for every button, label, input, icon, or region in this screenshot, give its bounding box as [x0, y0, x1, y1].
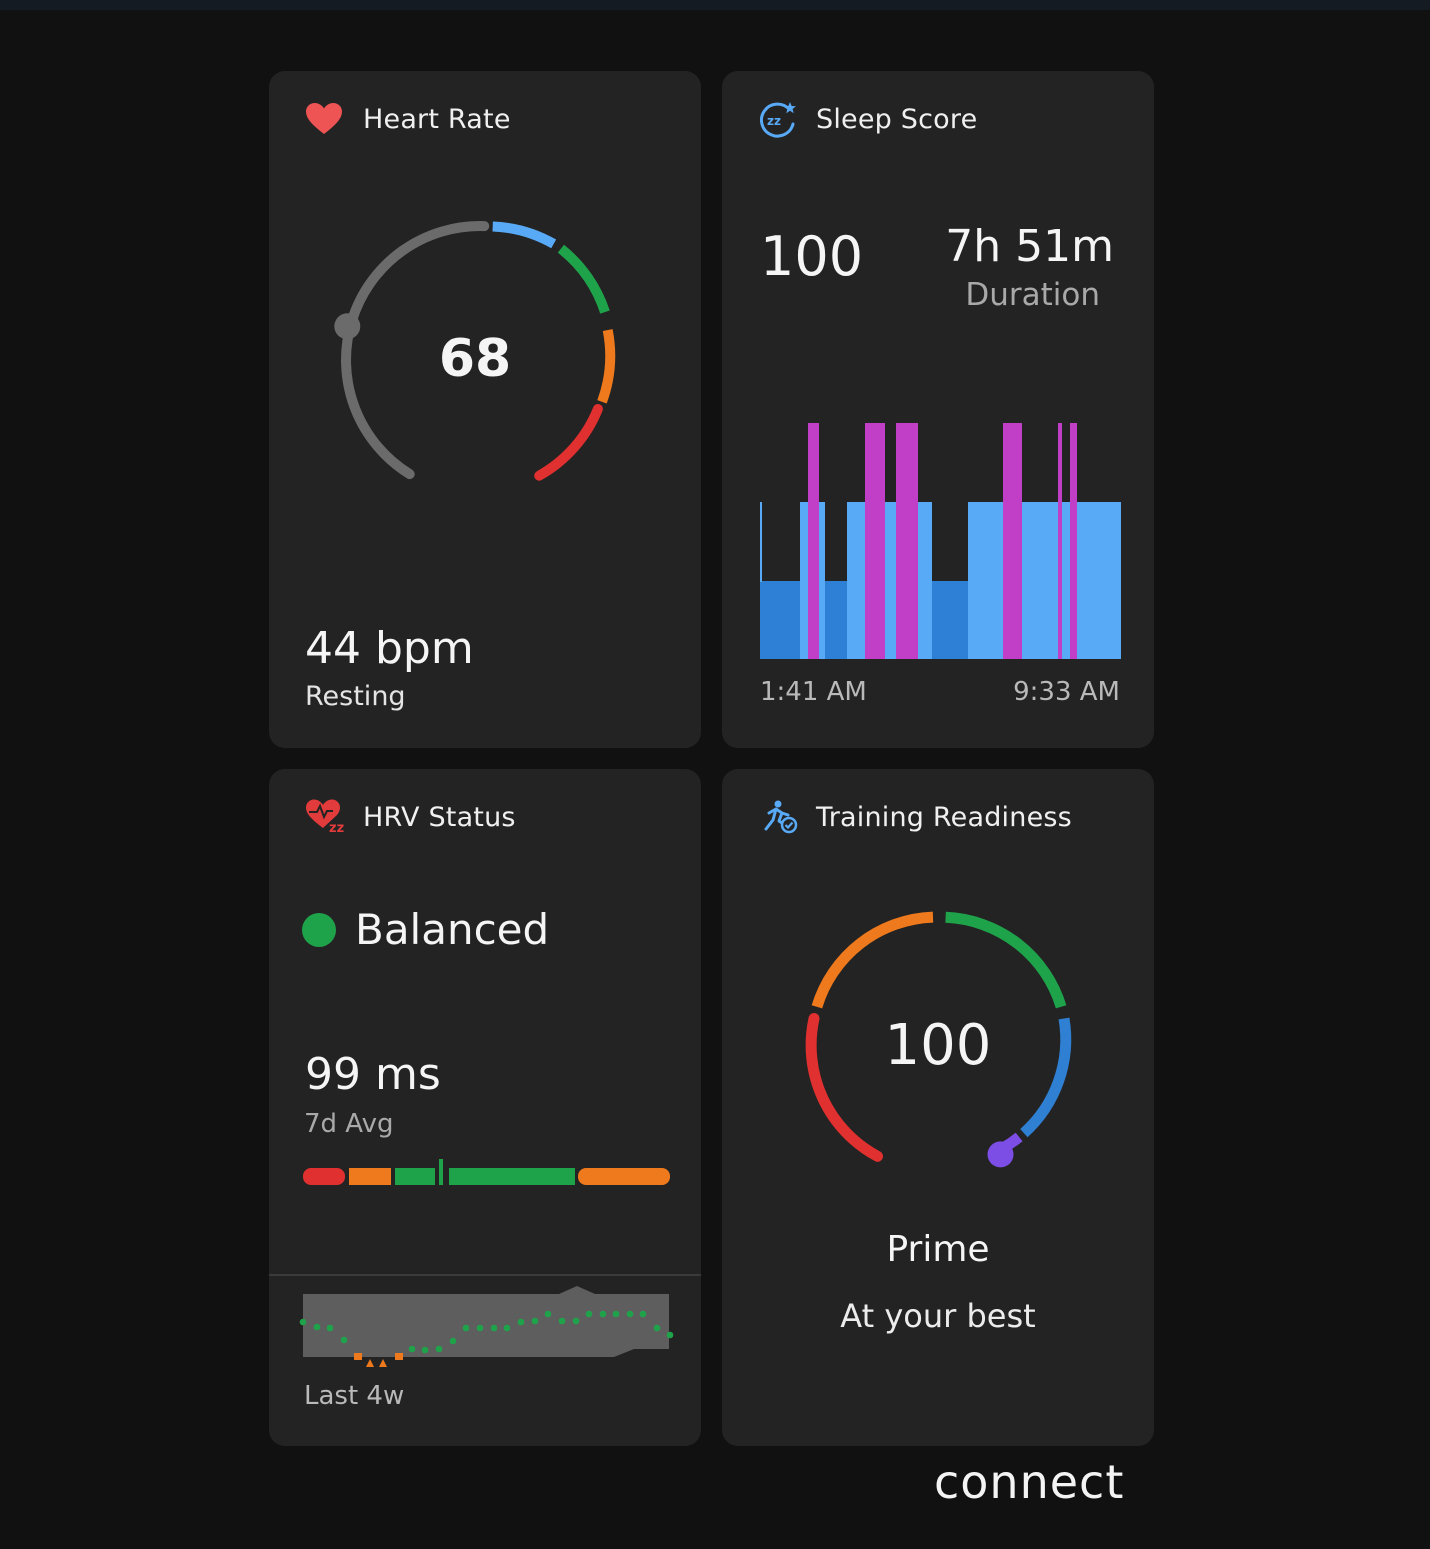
sleep-score-icon: zz: [758, 101, 798, 138]
svg-text:zz: zz: [329, 821, 344, 836]
heart-rate-card[interactable]: Heart Rate 68 44 bpm Resting: [269, 71, 701, 748]
hrv-trend-chart: [299, 1286, 674, 1367]
resting-label: Resting: [305, 681, 406, 712]
training-readiness-gauge: [805, 911, 1072, 1168]
sleep-score-value: 100: [760, 225, 864, 288]
sleep-start-time: 1:41 AM: [760, 677, 867, 707]
heart-icon: [305, 101, 345, 137]
sleep-stages-chart: [760, 423, 1121, 659]
card-header: zz HRV Status: [305, 799, 516, 836]
training-readiness-message: At your best: [840, 1297, 1036, 1335]
heart-rate-gauge-marker: [334, 313, 361, 340]
training-readiness-score: 100: [884, 1013, 992, 1078]
training-readiness-level: Prime: [886, 1229, 990, 1270]
hrv-status-card[interactable]: zz HRV Status Balanced 99 ms 7d Avg: [269, 769, 701, 1446]
card-title: Training Readiness: [816, 801, 1072, 833]
card-title: Sleep Score: [816, 103, 978, 135]
status-bar-strip: [0, 0, 1430, 10]
training-readiness-card[interactable]: Training Readiness 100 Prime At your bes…: [722, 769, 1154, 1446]
resting-heart-rate: 44 bpm: [305, 623, 474, 674]
training-readiness-icon: [758, 799, 798, 835]
sleep-duration-value: 7h 51m: [945, 221, 1114, 272]
svg-text:zz: zz: [767, 114, 781, 128]
current-heart-rate: 68: [438, 329, 512, 389]
card-title: Heart Rate: [363, 103, 511, 135]
sleep-score-card[interactable]: zz Sleep Score 100 7h 51m Duration 1:41 …: [722, 71, 1154, 748]
hrv-status-label: Balanced: [355, 905, 550, 954]
hrv-value: 99 ms: [305, 1049, 441, 1100]
training-readiness-gauge-marker: [987, 1141, 1014, 1168]
heart-rate-gauge: [334, 221, 616, 481]
card-header: zz Sleep Score: [758, 101, 978, 138]
divider: [269, 1274, 701, 1276]
hrv-heart-icon: zz: [305, 799, 345, 836]
hrv-range-bar: [303, 1159, 670, 1185]
sleep-duration-label: Duration: [965, 277, 1100, 313]
card-header: Heart Rate: [305, 101, 511, 137]
connect-logo: connect: [934, 1455, 1125, 1509]
card-header: Training Readiness: [758, 799, 1072, 835]
card-title: HRV Status: [363, 801, 516, 833]
sleep-end-time: 9:33 AM: [1013, 677, 1120, 707]
status-dot: [302, 913, 336, 947]
hrv-range-label: Last 4w: [304, 1381, 405, 1411]
hrv-value-label: 7d Avg: [304, 1109, 394, 1139]
